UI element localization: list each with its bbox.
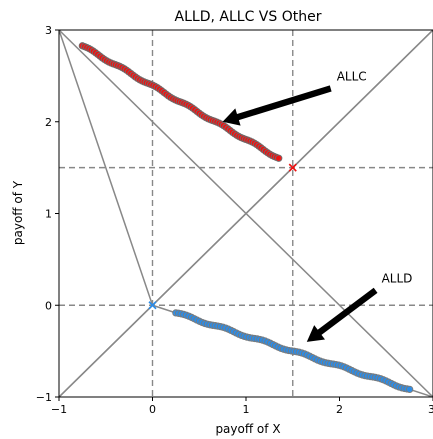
y-tick-label: 0 — [45, 299, 52, 312]
y-tick-label: −1 — [36, 391, 52, 404]
plot-area — [59, 30, 433, 397]
series-alld — [172, 309, 414, 394]
annotation-arrow — [222, 85, 332, 126]
y-tick-label: 2 — [45, 116, 52, 129]
tick-layer: −1 0 1 2 3 −1 0 1 2 3 — [36, 24, 433, 416]
annotation-allc: ALLC — [222, 69, 367, 126]
data-point — [405, 385, 414, 394]
reference-line-2 — [59, 30, 154, 306]
annotation-alld: ALLD — [306, 271, 413, 342]
marked-point-0 — [288, 163, 297, 172]
series-layer — [78, 42, 414, 394]
data-point — [275, 154, 283, 162]
x-tick-label: 3 — [428, 403, 433, 416]
x-tick-label: 0 — [149, 403, 156, 416]
chart-title: ALLD, ALLC VS Other — [175, 9, 322, 25]
annotation-layer: ALLC ALLD — [222, 69, 413, 342]
x-axis-label: payoff of X — [215, 422, 280, 436]
marked-point-1 — [148, 301, 157, 310]
annotation-label: ALLC — [337, 69, 367, 83]
series-allc — [78, 42, 283, 162]
y-axis-label: payoff of Y — [11, 180, 25, 245]
annotation-arrow — [306, 287, 378, 342]
x-tick-label: −1 — [51, 403, 67, 416]
y-tick-label: 3 — [45, 24, 52, 37]
y-tick-label: 1 — [45, 208, 52, 221]
x-tick-label: 1 — [243, 403, 250, 416]
annotation-label: ALLD — [382, 271, 413, 285]
x-tick-label: 2 — [336, 403, 343, 416]
reference-line-4 — [59, 30, 433, 397]
